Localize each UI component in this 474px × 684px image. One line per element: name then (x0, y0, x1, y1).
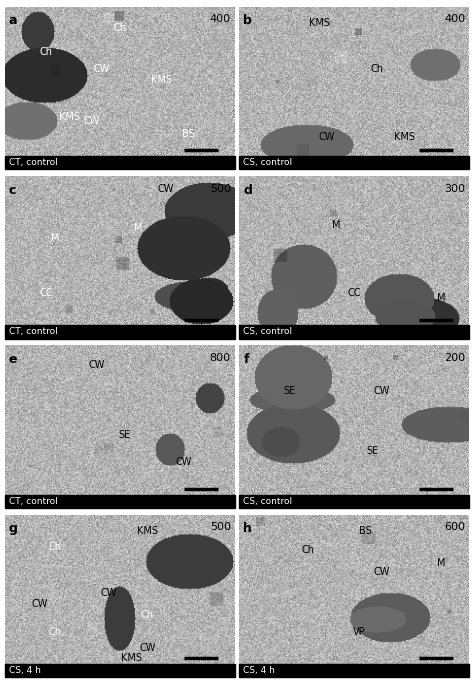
Text: Ch: Ch (113, 23, 126, 33)
Text: Ch: Ch (49, 542, 62, 552)
Text: SE: SE (284, 386, 296, 396)
Text: CS, 4 h: CS, 4 h (243, 666, 275, 675)
Text: BS: BS (182, 129, 195, 139)
Text: KMS: KMS (310, 18, 330, 28)
Bar (5, 495, 235, 508)
Text: 300: 300 (445, 184, 465, 194)
Text: M: M (438, 558, 446, 568)
Text: 200: 200 (444, 353, 465, 363)
Bar (5, 156, 235, 169)
Text: CT, control: CT, control (9, 158, 57, 167)
Text: KMS: KMS (394, 132, 415, 142)
Text: b: b (243, 14, 252, 27)
Text: CW: CW (139, 643, 155, 653)
Text: KMS: KMS (59, 112, 80, 122)
Text: 500: 500 (210, 523, 231, 532)
Text: 500: 500 (210, 184, 231, 194)
Text: VP: VP (353, 627, 365, 637)
Text: CT, control: CT, control (9, 328, 57, 337)
Text: Ch: Ch (40, 47, 53, 57)
Text: 600: 600 (445, 523, 465, 532)
Text: Ch: Ch (371, 64, 384, 74)
Text: CS, control: CS, control (243, 497, 292, 505)
Bar (5, 326, 235, 339)
Text: M: M (51, 233, 60, 243)
Text: h: h (243, 523, 252, 536)
Text: CW: CW (31, 599, 47, 609)
Text: SE: SE (366, 446, 379, 456)
Text: c: c (9, 184, 16, 197)
Text: CW: CW (319, 132, 335, 142)
Text: a: a (9, 14, 17, 27)
Text: d: d (243, 184, 252, 197)
Text: f: f (243, 353, 249, 366)
Bar (239, 495, 469, 508)
Text: CW: CW (93, 64, 109, 74)
Text: M: M (438, 293, 446, 303)
Bar (239, 664, 469, 677)
Text: g: g (9, 523, 18, 536)
Bar (239, 326, 469, 339)
Text: CW: CW (84, 116, 100, 126)
Text: KMS: KMS (151, 75, 172, 85)
Text: Ch: Ch (302, 545, 315, 555)
Text: CS, 4 h: CS, 4 h (9, 666, 40, 675)
Text: 400: 400 (210, 14, 231, 25)
Text: M: M (134, 223, 142, 233)
Text: KMS: KMS (137, 526, 158, 536)
Text: BS: BS (359, 526, 372, 536)
Text: CS, control: CS, control (243, 328, 292, 337)
Text: CC: CC (347, 288, 361, 298)
Text: CW: CW (374, 566, 390, 577)
Text: CW: CW (374, 386, 390, 396)
Text: Ch: Ch (141, 610, 154, 620)
Text: CS, control: CS, control (243, 158, 292, 167)
Text: SE: SE (118, 430, 130, 440)
Text: CW: CW (157, 184, 174, 194)
Text: 800: 800 (210, 353, 231, 363)
Text: Ch: Ch (49, 627, 62, 637)
Text: CC: CC (39, 288, 53, 298)
Text: 400: 400 (444, 14, 465, 25)
Text: CT, control: CT, control (9, 497, 57, 505)
Text: M: M (332, 220, 340, 230)
Bar (5, 664, 235, 677)
Bar (239, 156, 469, 169)
Text: CW: CW (89, 360, 105, 370)
Text: e: e (9, 353, 17, 366)
Text: KMS: KMS (121, 653, 142, 663)
Text: CW: CW (176, 458, 192, 467)
Text: CW: CW (100, 588, 117, 598)
